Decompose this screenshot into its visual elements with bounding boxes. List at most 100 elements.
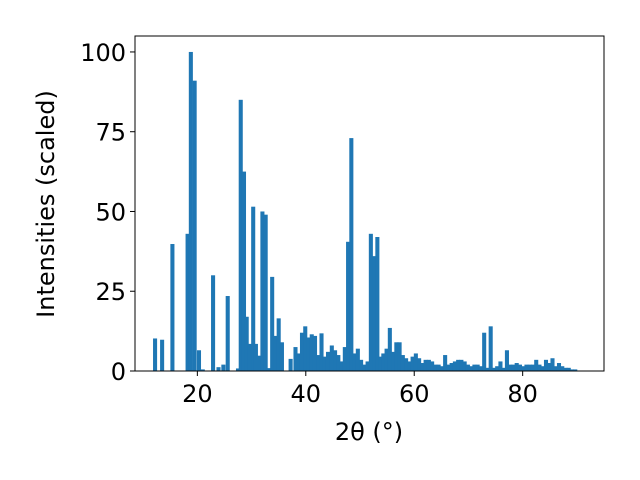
bar — [270, 276, 275, 371]
bar — [407, 361, 412, 371]
y-tick-label: 25 — [95, 278, 126, 306]
bar — [566, 367, 571, 371]
bar — [488, 326, 493, 371]
x-axis-label: 2θ (°) — [335, 418, 403, 446]
bar — [537, 364, 542, 371]
bar — [426, 359, 431, 371]
bar — [569, 369, 575, 371]
bar — [540, 366, 545, 371]
bar — [241, 171, 247, 371]
bar — [342, 347, 347, 371]
x-tick-label: 60 — [399, 380, 430, 408]
bar — [303, 326, 308, 371]
y-tick-label: 0 — [111, 358, 126, 386]
bar — [534, 359, 539, 371]
bar — [482, 332, 487, 371]
bar — [504, 350, 509, 371]
bar — [563, 367, 568, 371]
bar — [263, 214, 268, 371]
bar — [339, 361, 344, 371]
bar — [188, 51, 193, 371]
bar — [266, 368, 271, 371]
y-tick-label: 50 — [95, 198, 126, 226]
bar — [501, 367, 506, 371]
bar — [309, 334, 314, 371]
bar — [459, 359, 464, 371]
bar — [417, 358, 422, 371]
bar — [478, 366, 483, 371]
bar — [211, 275, 216, 371]
bar — [260, 211, 265, 371]
bar — [378, 356, 383, 371]
bar — [547, 363, 552, 371]
bar — [316, 355, 321, 371]
bar — [413, 353, 418, 371]
bar — [257, 355, 262, 371]
bar — [322, 356, 327, 371]
bars-group — [153, 51, 578, 372]
bar — [153, 338, 158, 371]
bar — [375, 237, 380, 371]
bar — [556, 363, 562, 371]
bar — [560, 366, 565, 371]
bar — [352, 353, 357, 371]
bar — [430, 361, 435, 371]
bar — [472, 364, 477, 371]
bar — [433, 364, 438, 371]
x-tick-label: 40 — [291, 380, 322, 408]
bar — [355, 348, 360, 371]
bar — [279, 342, 284, 371]
bar — [387, 327, 392, 371]
bar — [521, 366, 526, 371]
bar — [465, 364, 470, 371]
bar — [449, 363, 454, 371]
bar — [325, 351, 331, 371]
bar — [462, 361, 467, 371]
bar — [372, 256, 377, 371]
bar — [253, 343, 258, 371]
bar — [508, 364, 513, 371]
bar — [469, 366, 474, 371]
bar — [235, 368, 241, 371]
bar — [404, 358, 409, 371]
bar — [319, 333, 324, 371]
bar — [251, 206, 256, 371]
bar — [530, 364, 536, 371]
bar — [293, 347, 298, 371]
bar — [475, 364, 480, 371]
bar — [359, 359, 364, 371]
bar — [196, 350, 202, 371]
bar — [394, 342, 399, 371]
bar — [381, 353, 386, 371]
bar — [216, 367, 221, 371]
plot-frame — [134, 35, 605, 372]
bar — [446, 364, 451, 371]
bar — [244, 316, 249, 371]
bar — [312, 335, 318, 371]
bar — [273, 335, 278, 371]
bar — [296, 353, 301, 371]
bar — [333, 350, 338, 371]
bar — [553, 366, 558, 371]
bar — [238, 99, 243, 371]
bar — [225, 296, 230, 371]
bar — [397, 342, 402, 371]
bar — [423, 359, 428, 371]
bar — [514, 363, 519, 371]
bar — [443, 355, 448, 371]
bar — [192, 80, 197, 372]
bar — [384, 348, 389, 371]
bar — [346, 241, 351, 371]
bar — [368, 233, 373, 371]
bar — [400, 355, 405, 371]
bar — [573, 369, 578, 371]
bar — [452, 361, 457, 371]
bar — [299, 332, 305, 371]
bar — [276, 318, 281, 371]
x-axis-ticks: 20 40 60 80 — [182, 371, 538, 408]
bar — [485, 367, 490, 371]
bar — [349, 138, 354, 371]
bar — [495, 366, 500, 371]
bar — [336, 355, 341, 371]
